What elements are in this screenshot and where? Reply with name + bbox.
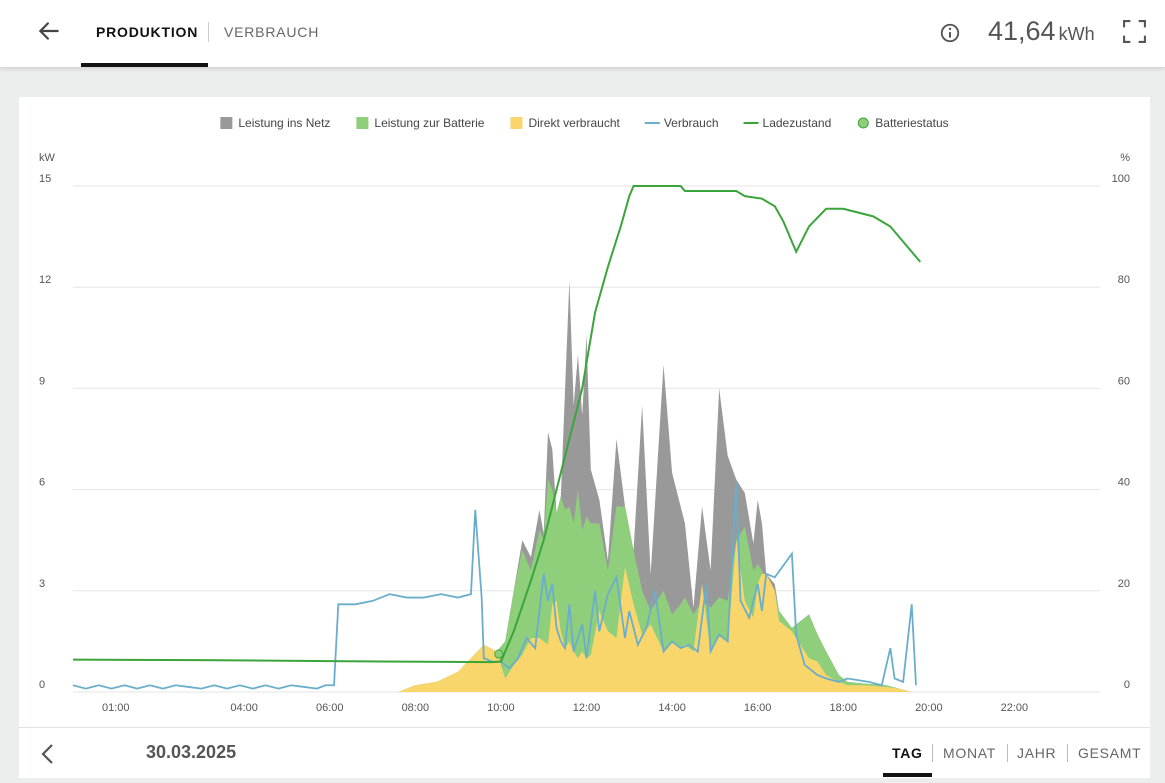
y-right-tick-label: 100 <box>1112 173 1130 185</box>
x-tick-label: 01:00 <box>102 702 130 714</box>
y-tick-label: 0 <box>39 679 45 691</box>
period-gesamt[interactable]: GESAMT <box>1078 745 1142 761</box>
tab-verbrauch[interactable]: VERBRAUCH <box>224 24 320 40</box>
series-ladezustand <box>72 185 922 664</box>
legend-label: Batteriestatus <box>875 116 948 130</box>
x-tick-label: 06:00 <box>316 702 344 714</box>
x-tick-label: 16:00 <box>744 702 772 714</box>
period-tag[interactable]: TAG <box>892 745 923 761</box>
y-right-tick-label: 20 <box>1118 578 1130 590</box>
x-tick-label: 12:00 <box>573 702 601 714</box>
y-tick-label: 9 <box>39 375 45 387</box>
tab-produktion[interactable]: PRODUKTION <box>96 24 199 40</box>
production-chart: 0 3 6 9 12 15 0 20 40 60 80 100 kW % 01:00 04:00 06:00 08… <box>39 116 1130 714</box>
footer-divider <box>19 727 1150 728</box>
y-right-tick-label: 60 <box>1118 375 1130 387</box>
series-verbrauch <box>72 482 917 690</box>
app-header: PRODUKTION VERBRAUCH 41,64 kWh <box>0 0 1165 67</box>
y-right-tick-label: 80 <box>1118 274 1130 286</box>
legend-label: Leistung zur Batterie <box>374 116 484 130</box>
legend-label: Direkt verbraucht <box>528 116 620 130</box>
legend-label: Leistung ins Netz <box>238 116 330 130</box>
series-direkt-verbraucht <box>398 540 912 692</box>
y-right-tick-label: 0 <box>1124 679 1130 691</box>
x-tick-label: 18:00 <box>829 702 857 714</box>
tab-separator <box>208 22 209 42</box>
x-tick-label: 10:00 <box>487 702 515 714</box>
y-tick-label: 15 <box>39 173 51 185</box>
period-separator <box>932 744 933 762</box>
y-tick-label: 12 <box>39 274 51 286</box>
legend-swatch <box>510 117 523 129</box>
fullscreen-icon[interactable] <box>1122 19 1147 44</box>
period-separator <box>1007 744 1008 762</box>
legend-label: Ladezustand <box>763 116 832 130</box>
batteriestatus-marker <box>494 649 504 659</box>
legend-swatch <box>220 117 233 129</box>
legend-label: Verbrauch <box>664 116 719 130</box>
arrow-left-icon[interactable] <box>36 18 62 44</box>
legend-swatch <box>857 117 869 129</box>
total-value: 41,64 <box>988 16 1056 46</box>
period-jahr[interactable]: JAHR <box>1017 745 1057 761</box>
selected-date[interactable]: 30.03.2025 <box>146 742 237 762</box>
info-icon[interactable] <box>939 22 961 44</box>
x-tick-label: 22:00 <box>1001 702 1029 714</box>
active-period-indicator <box>883 773 932 777</box>
x-tick-label: 04:00 <box>230 702 258 714</box>
legend-swatch <box>356 117 369 129</box>
x-tick-label: 20:00 <box>915 702 943 714</box>
total-unit: kWh <box>1058 24 1095 44</box>
y-right-axis-unit: % <box>1120 152 1130 164</box>
y-tick-label: 3 <box>39 578 45 590</box>
x-tick-label: 14:00 <box>658 702 686 714</box>
total-production: 41,64 kWh <box>988 16 1095 47</box>
period-monat[interactable]: MONAT <box>943 745 997 761</box>
y-axis-unit: kW <box>39 152 56 164</box>
y-tick-label: 6 <box>39 477 45 489</box>
chart-card: 0 3 6 9 12 15 0 20 40 60 80 100 kW% 01:00 04:00 06:00 08… <box>19 97 1150 778</box>
y-right-tick-label: 40 <box>1118 477 1130 489</box>
chevron-left-icon[interactable] <box>37 742 59 766</box>
x-tick-label: 08:00 <box>402 702 430 714</box>
active-tab-indicator <box>81 63 208 67</box>
period-separator <box>1067 744 1068 762</box>
